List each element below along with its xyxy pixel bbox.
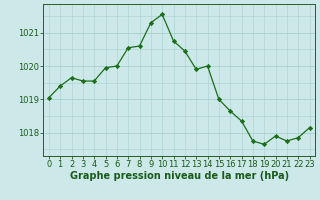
X-axis label: Graphe pression niveau de la mer (hPa): Graphe pression niveau de la mer (hPa) — [70, 171, 289, 181]
